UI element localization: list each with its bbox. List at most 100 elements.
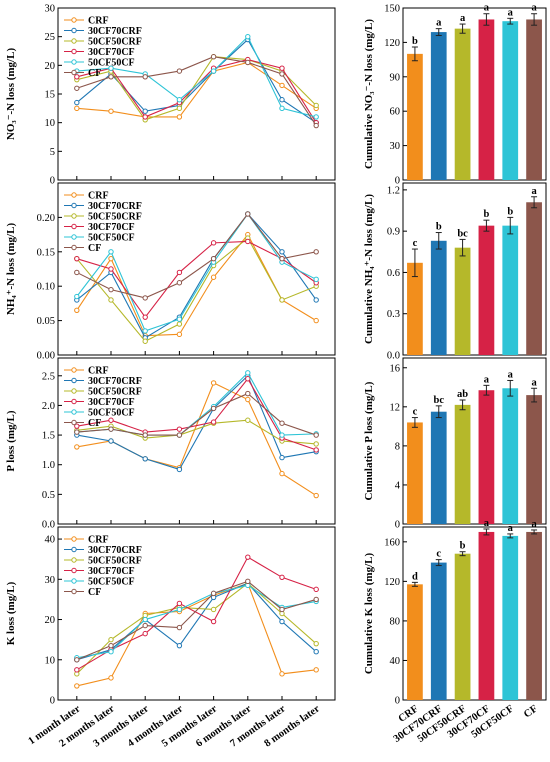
- p-line-ytick-label: 0.0: [42, 520, 55, 531]
- nh4-bar-sig-letter: a: [531, 186, 537, 197]
- no3-bar-bar: [502, 21, 519, 181]
- nh4-line-point: [108, 249, 114, 255]
- k-line-legend-marker: [71, 588, 77, 595]
- no3-bar-sig-letter: a: [436, 18, 442, 29]
- no3-bar-frame: [402, 7, 547, 181]
- no3-line-legend-label: CRF: [88, 16, 109, 27]
- k-line-point: [176, 606, 183, 613]
- k-bar-sig-letter: a: [508, 523, 514, 534]
- no3-line-series-line: [76, 56, 317, 126]
- k-line-legend-marker: [71, 578, 77, 584]
- k-line-ytick-label: 40: [45, 535, 56, 546]
- k-bar-ytick-label: 0: [395, 696, 400, 707]
- nh4-line-point: [176, 316, 183, 322]
- k-bar-ytick-label: 160: [384, 537, 400, 548]
- no3-line-ytick-label: 30: [45, 4, 56, 15]
- nh4-line-point: [74, 255, 80, 262]
- k-line-point: [74, 667, 80, 673]
- k-line-series-line: [76, 584, 317, 659]
- nh4-bar-ylabel: Cumulative NH₄⁺-N loss (mg/L): [363, 194, 375, 344]
- k-line-point: [313, 596, 319, 603]
- nh4-line-series-line: [76, 213, 317, 299]
- nh4-bar-sig-letter: b: [483, 209, 489, 220]
- no3-line-point: [108, 65, 114, 71]
- p-bar-ytick-label: 8: [395, 441, 400, 452]
- nh4-line-point: [176, 269, 183, 276]
- p-line-frame: [57, 357, 336, 525]
- k-bar-bar: [454, 553, 471, 700]
- k-bar-bar: [430, 562, 447, 700]
- nh4-bar-ytick-label: 0.9: [387, 227, 400, 238]
- no3-line-point: [74, 74, 80, 80]
- p-line-point: [279, 432, 285, 438]
- k-line-ytick-label: 20: [45, 615, 56, 626]
- nh4-line-point: [74, 307, 80, 313]
- no3-line-point: [74, 85, 80, 91]
- no3-line-point: [245, 33, 251, 40]
- k-line-point: [279, 671, 285, 677]
- k-line-series-line: [76, 582, 317, 675]
- p-line-point: [279, 420, 285, 426]
- k-line-point: [313, 586, 319, 593]
- no3-line-ytick-label: 0: [50, 176, 55, 187]
- nh4-bar-chart: 0.0 0.3 0.6 0.9 1.2 Cumulative NH₄⁺-N loss (m…: [363, 182, 547, 362]
- no3-bar-sig-letter: a: [508, 7, 514, 18]
- nh4-bar-ytick-label: 0.6: [387, 268, 400, 279]
- p-line-point: [210, 380, 217, 386]
- p-line-point: [245, 370, 251, 376]
- p-line-point: [245, 417, 251, 423]
- no3-line-point: [313, 114, 319, 120]
- nh4-line-legend-label: 30CF70CF: [88, 222, 135, 233]
- p-bar-chart: 0 4 8 12 16 Cumulative P loss (mg/L) c bc ab a a a: [363, 357, 547, 531]
- k-line-point: [245, 578, 251, 585]
- k-line-legend-marker: [71, 536, 77, 542]
- no3-line-point: [313, 102, 319, 109]
- k-line-ytick-label: 30: [45, 575, 56, 586]
- k-bar-ytick-label: 120: [384, 577, 400, 588]
- p-bar-sig-letter: ab: [457, 389, 468, 400]
- no3-line-legend-marker: [71, 27, 77, 34]
- k-bar-bar: [502, 535, 519, 700]
- k-bar-sig-letter: b: [460, 541, 466, 552]
- no3-line-series-line: [76, 61, 317, 118]
- p-line-legend-label: 50CF50CRF: [88, 387, 142, 398]
- k-line-point: [108, 675, 114, 681]
- p-line-point: [245, 396, 251, 403]
- nh4-line-point: [142, 295, 148, 301]
- nh4-line-chart: 0.00 0.05 0.10 0.15 0.20 NH₄⁺-N loss (mg/L) CR…: [5, 182, 336, 362]
- k-line-point: [142, 622, 148, 629]
- no3-line-point: [74, 105, 80, 112]
- no3-line-point: [176, 105, 183, 112]
- no3-bar-sig-letter: a: [484, 3, 490, 14]
- no3-line-legend-marker: [71, 38, 77, 44]
- p-line-point: [176, 466, 183, 473]
- p-line-chart: 0.00.51.01.52.02.5P loss (mg/L)CRF30CF70…: [5, 357, 336, 531]
- no3-line-ytick-label: 20: [45, 61, 56, 72]
- no3-bar-sig-letter: a: [460, 13, 466, 24]
- no3-line-point: [245, 59, 251, 66]
- nh4-line-point: [74, 269, 80, 276]
- nh4-bar-sig-letter: c: [413, 238, 418, 249]
- p-line-point: [245, 376, 251, 382]
- k-line-legend-label: CRF: [88, 535, 109, 546]
- k-line-ylabel: K loss (mg/L): [5, 581, 17, 645]
- p-line-legend-label: 30CF70CF: [88, 397, 135, 408]
- treatment-label: CF: [522, 703, 540, 720]
- k-line-point: [313, 667, 319, 673]
- nh4-line-point: [210, 240, 217, 246]
- p-line-legend-label: CF: [88, 418, 101, 429]
- nh4-line-point: [142, 338, 148, 344]
- nh4-bar-sig-letter: b: [436, 222, 442, 233]
- nh4-line-legend-marker: [71, 244, 77, 251]
- nh4-line-point: [176, 331, 183, 338]
- k-line-series-line: [76, 582, 317, 661]
- k-line-legend-label: 50CF50CF: [88, 577, 135, 588]
- nh4-bar-sig-letter: b: [507, 206, 513, 217]
- p-line-series-line: [76, 374, 317, 471]
- p-bar-sig-letter: c: [413, 407, 418, 418]
- nh4-line-series-line: [76, 213, 317, 339]
- p-line-legend-label: 50CF50CF: [88, 408, 135, 419]
